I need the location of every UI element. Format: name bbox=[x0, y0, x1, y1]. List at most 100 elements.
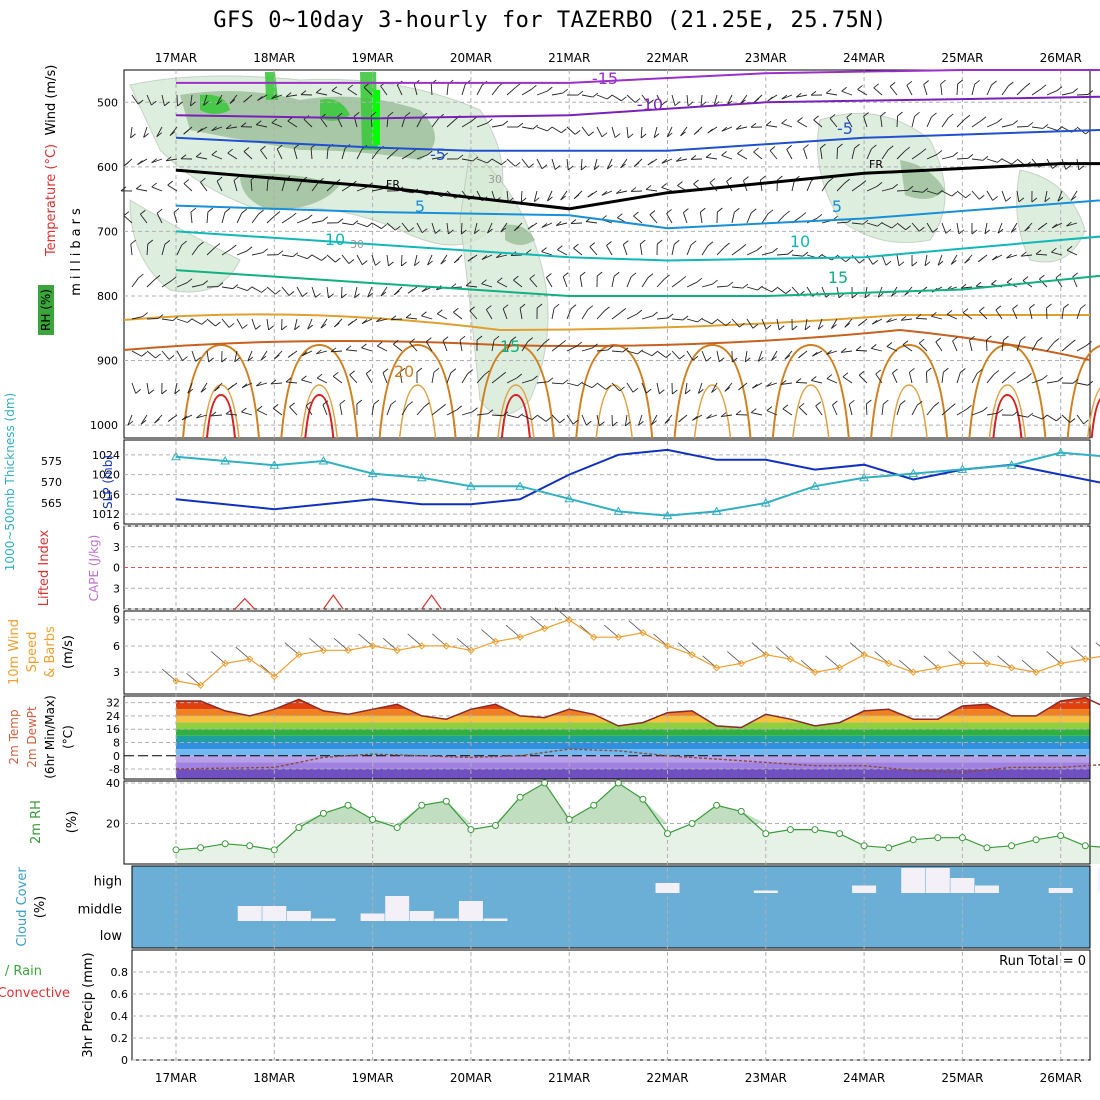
wind-barb-flag bbox=[516, 373, 523, 379]
wind-barb-flag bbox=[1066, 221, 1072, 227]
wind-barb-flag bbox=[758, 357, 764, 362]
y-axis-label: Speed bbox=[25, 632, 40, 673]
wind-barb bbox=[127, 414, 133, 426]
wind-barb-flag bbox=[986, 335, 992, 341]
wind-barb-flag bbox=[997, 157, 1003, 163]
wind-barb-flag bbox=[290, 212, 297, 218]
wind-barb-flag bbox=[872, 260, 879, 265]
wind-barb bbox=[371, 222, 382, 229]
date-label-top: 22MAR bbox=[646, 51, 688, 65]
rh-point bbox=[664, 830, 671, 838]
wind-barb-flag bbox=[854, 143, 860, 149]
wind-barb-flag bbox=[737, 149, 743, 154]
rh-point bbox=[614, 779, 622, 787]
wind-barb-flag bbox=[639, 239, 646, 245]
wind-barb-flag bbox=[574, 130, 581, 135]
wind-barb-flag bbox=[577, 381, 583, 387]
isotherm-30-bump bbox=[500, 393, 531, 439]
panel-frames bbox=[123, 69, 1091, 1061]
wind-barb-flag bbox=[328, 293, 334, 299]
wind-barb bbox=[1031, 378, 1043, 384]
wind-barb-flag bbox=[1029, 303, 1035, 309]
wind-barb bbox=[918, 342, 928, 352]
wind-barb-flag bbox=[772, 247, 778, 253]
wind-barb-flag bbox=[361, 260, 368, 266]
wind-barb bbox=[1051, 251, 1063, 256]
rh-point bbox=[344, 801, 352, 809]
wind-barb-flag bbox=[661, 158, 668, 164]
wind-barb-flag bbox=[203, 101, 209, 106]
isotherm-25-bump bbox=[693, 384, 732, 439]
wind-barb bbox=[190, 94, 193, 106]
wind-barb bbox=[416, 116, 423, 128]
wind-barb bbox=[798, 406, 808, 416]
wind-barb bbox=[986, 339, 988, 352]
wind-barb bbox=[326, 148, 329, 160]
wind-barb-flag bbox=[459, 335, 466, 341]
wind-barb-flag bbox=[619, 386, 625, 392]
cloud-bar-middle bbox=[311, 918, 336, 921]
wind-barb-flag bbox=[197, 128, 203, 133]
date-label-top: 20MAR bbox=[450, 51, 492, 65]
wind-barb bbox=[266, 318, 270, 330]
y-axis-label: SLP (mb) bbox=[101, 455, 115, 509]
wind-barb-flag bbox=[992, 196, 998, 201]
surface-wind-barb bbox=[284, 642, 300, 655]
wind-barb-flag bbox=[135, 184, 142, 190]
wind-barb bbox=[1001, 158, 1012, 165]
wind-barb-flag bbox=[529, 274, 536, 280]
wind-barb-flag bbox=[1010, 371, 1016, 377]
wind-barb-flag bbox=[871, 144, 877, 150]
wind-barb-flag bbox=[167, 417, 174, 422]
wind-speed-point bbox=[983, 659, 991, 668]
wind-barb bbox=[611, 312, 622, 320]
wind-barb bbox=[796, 94, 808, 98]
wind-barb bbox=[941, 117, 949, 128]
thickness-point bbox=[711, 506, 722, 515]
wind-barb-flag bbox=[724, 242, 730, 248]
wind-barb bbox=[731, 318, 740, 328]
wind-barb bbox=[596, 126, 603, 138]
wind-barb-flag bbox=[461, 229, 467, 235]
cloud-bar-middle bbox=[458, 901, 483, 921]
wind-barb bbox=[581, 126, 590, 137]
wind-barb-flag bbox=[683, 208, 689, 213]
cloud-bar-high bbox=[753, 890, 778, 893]
wind-barb-flag bbox=[541, 247, 547, 252]
rh-point bbox=[762, 830, 770, 838]
wind-barb-flag bbox=[832, 400, 838, 406]
wind-barb bbox=[459, 340, 463, 352]
wind-barb-flag bbox=[718, 357, 725, 363]
wind-barb bbox=[926, 116, 932, 128]
wind-barb-flag bbox=[289, 402, 295, 408]
wind-barb-flag bbox=[700, 101, 707, 107]
wind-barb-flag bbox=[982, 406, 988, 412]
rh-point bbox=[1081, 842, 1089, 850]
wind-barb-flag bbox=[707, 241, 714, 247]
contour-label: 30 bbox=[488, 173, 502, 186]
wind-barb-flag bbox=[617, 213, 623, 219]
wind-barb bbox=[551, 308, 555, 320]
wind-barb-flag bbox=[991, 279, 997, 285]
wind-barb-flag bbox=[637, 349, 643, 355]
wind-barb bbox=[491, 414, 504, 417]
surface-wind-barb bbox=[505, 624, 521, 638]
wind-barb bbox=[956, 372, 961, 384]
wind-barb bbox=[211, 126, 223, 132]
wind-barb-flag bbox=[750, 408, 757, 413]
wind-barb-flag bbox=[677, 181, 683, 186]
wind-barb-flag bbox=[782, 404, 789, 410]
wind-barb bbox=[566, 382, 578, 387]
wind-barb-flag bbox=[841, 86, 847, 92]
surface-wind-barb bbox=[382, 638, 398, 651]
wind-barb-flag bbox=[186, 278, 193, 284]
wind-barb bbox=[746, 286, 758, 291]
wind-barb-flag bbox=[208, 357, 214, 363]
wind-barb bbox=[1001, 375, 1011, 384]
wind-barb-flag bbox=[147, 239, 154, 245]
wind-barb bbox=[971, 190, 980, 200]
wind-barb-flag bbox=[606, 241, 612, 246]
wind-barb-flag bbox=[680, 131, 686, 137]
wind-barb-flag bbox=[465, 281, 472, 287]
isotherm-20-bump bbox=[182, 343, 260, 439]
